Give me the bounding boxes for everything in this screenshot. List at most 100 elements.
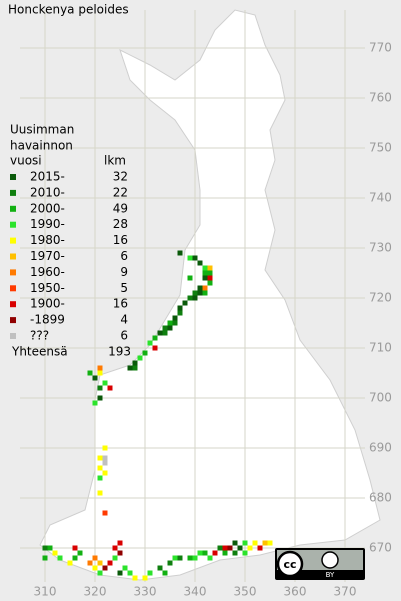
legend-label: 1960-: [30, 265, 65, 279]
observation-cell: [202, 285, 208, 291]
observation-cell: [192, 295, 198, 301]
observation-cell: [202, 550, 208, 556]
observation-cell: [67, 560, 73, 566]
observation-cell: [152, 335, 158, 341]
legend-total-label: Yhteensä: [11, 344, 68, 358]
observation-cell: [207, 280, 213, 286]
x-tick-label: 350: [234, 585, 257, 599]
legend-swatch: [10, 237, 16, 244]
observation-cell: [242, 540, 248, 546]
observation-cell: [92, 565, 98, 571]
observation-cell: [77, 550, 83, 556]
cc-icon: [276, 550, 304, 578]
observation-cell: [207, 555, 213, 561]
observation-cell: [102, 470, 108, 476]
observation-cell: [97, 365, 103, 371]
observation-cell: [217, 545, 223, 551]
legend-total: 193: [108, 344, 131, 358]
observation-cell: [192, 555, 198, 561]
by-icon: [321, 551, 339, 569]
observation-cell: [57, 555, 63, 561]
legend-label: 2015-: [30, 170, 65, 184]
observation-cell: [117, 550, 123, 556]
observation-cell: [102, 460, 108, 466]
legend-swatch: [10, 205, 16, 212]
observation-cell: [207, 275, 213, 281]
legend-count: 28: [113, 217, 128, 231]
legend-count: 16: [113, 233, 128, 247]
legend-count: 9: [120, 265, 128, 279]
legend-swatch: [10, 269, 16, 276]
observation-cell: [47, 545, 53, 551]
observation-cell: [97, 370, 103, 376]
x-tick-label: 360: [284, 585, 307, 599]
observation-cell: [162, 330, 168, 336]
observation-cell: [42, 555, 48, 561]
observation-cell: [97, 570, 103, 576]
legend-heading: Uusimman: [10, 123, 74, 137]
observation-cell: [187, 295, 193, 301]
legend-count: 6: [120, 249, 128, 263]
observation-cell: [107, 385, 113, 391]
observation-cell: [87, 560, 93, 566]
legend-count: 49: [113, 201, 128, 215]
observation-cell: [167, 320, 173, 326]
observation-cell: [72, 555, 78, 561]
observation-cell: [112, 555, 118, 561]
observation-cell: [207, 270, 213, 276]
y-tick-label: 670: [369, 541, 392, 555]
title: Honckenya peloides: [8, 3, 129, 17]
observation-cell: [162, 570, 168, 576]
x-tick-label: 320: [84, 585, 107, 599]
observation-cell: [72, 545, 78, 551]
observation-cell: [262, 540, 268, 546]
legend-count-heading: lkm: [104, 154, 126, 168]
observation-cell: [127, 365, 133, 371]
observation-cell: [132, 360, 138, 366]
observation-cell: [207, 265, 213, 271]
legend-count: 4: [120, 313, 128, 327]
legend-heading: havainnon: [10, 139, 73, 153]
observation-cell: [117, 540, 123, 546]
observation-cell: [132, 575, 138, 581]
observation-cell: [187, 555, 193, 561]
legend-swatch: [10, 253, 16, 260]
observation-cell: [247, 545, 253, 551]
observation-cell: [172, 320, 178, 326]
observation-cell: [97, 455, 103, 461]
legend-count: 16: [113, 297, 128, 311]
observation-cell: [232, 540, 238, 546]
legend-label: 1980-: [30, 233, 65, 247]
legend-count: 6: [120, 329, 128, 343]
observation-cell: [232, 550, 238, 556]
observation-cell: [132, 365, 138, 371]
observation-cell: [42, 545, 48, 551]
x-tick-label: 370: [334, 585, 357, 599]
observation-cell: [142, 350, 148, 356]
legend-label: 1950-: [30, 281, 65, 295]
observation-cell: [197, 260, 203, 266]
observation-cell: [87, 370, 93, 376]
observation-cell: [122, 565, 128, 571]
observation-cell: [202, 290, 208, 296]
legend-swatch: [10, 174, 16, 180]
observation-cell: [102, 380, 108, 386]
legend-label: 1900-: [30, 297, 65, 311]
observation-cell: [97, 385, 103, 391]
observation-cell: [172, 315, 178, 321]
observation-cell: [97, 475, 103, 481]
observation-cell: [102, 445, 108, 451]
observation-cell: [192, 290, 198, 296]
observation-cell: [142, 575, 148, 581]
legend-swatch: [10, 317, 16, 324]
legend-swatch: [10, 301, 16, 308]
legend-swatch: [10, 285, 16, 292]
observation-cell: [97, 490, 103, 496]
observation-cell: [102, 565, 108, 571]
observation-cell: [267, 540, 273, 546]
legend-heading: vuosi: [10, 154, 42, 168]
observation-cell: [92, 555, 98, 561]
legend-swatch: [10, 333, 16, 339]
observation-cell: [92, 375, 98, 381]
